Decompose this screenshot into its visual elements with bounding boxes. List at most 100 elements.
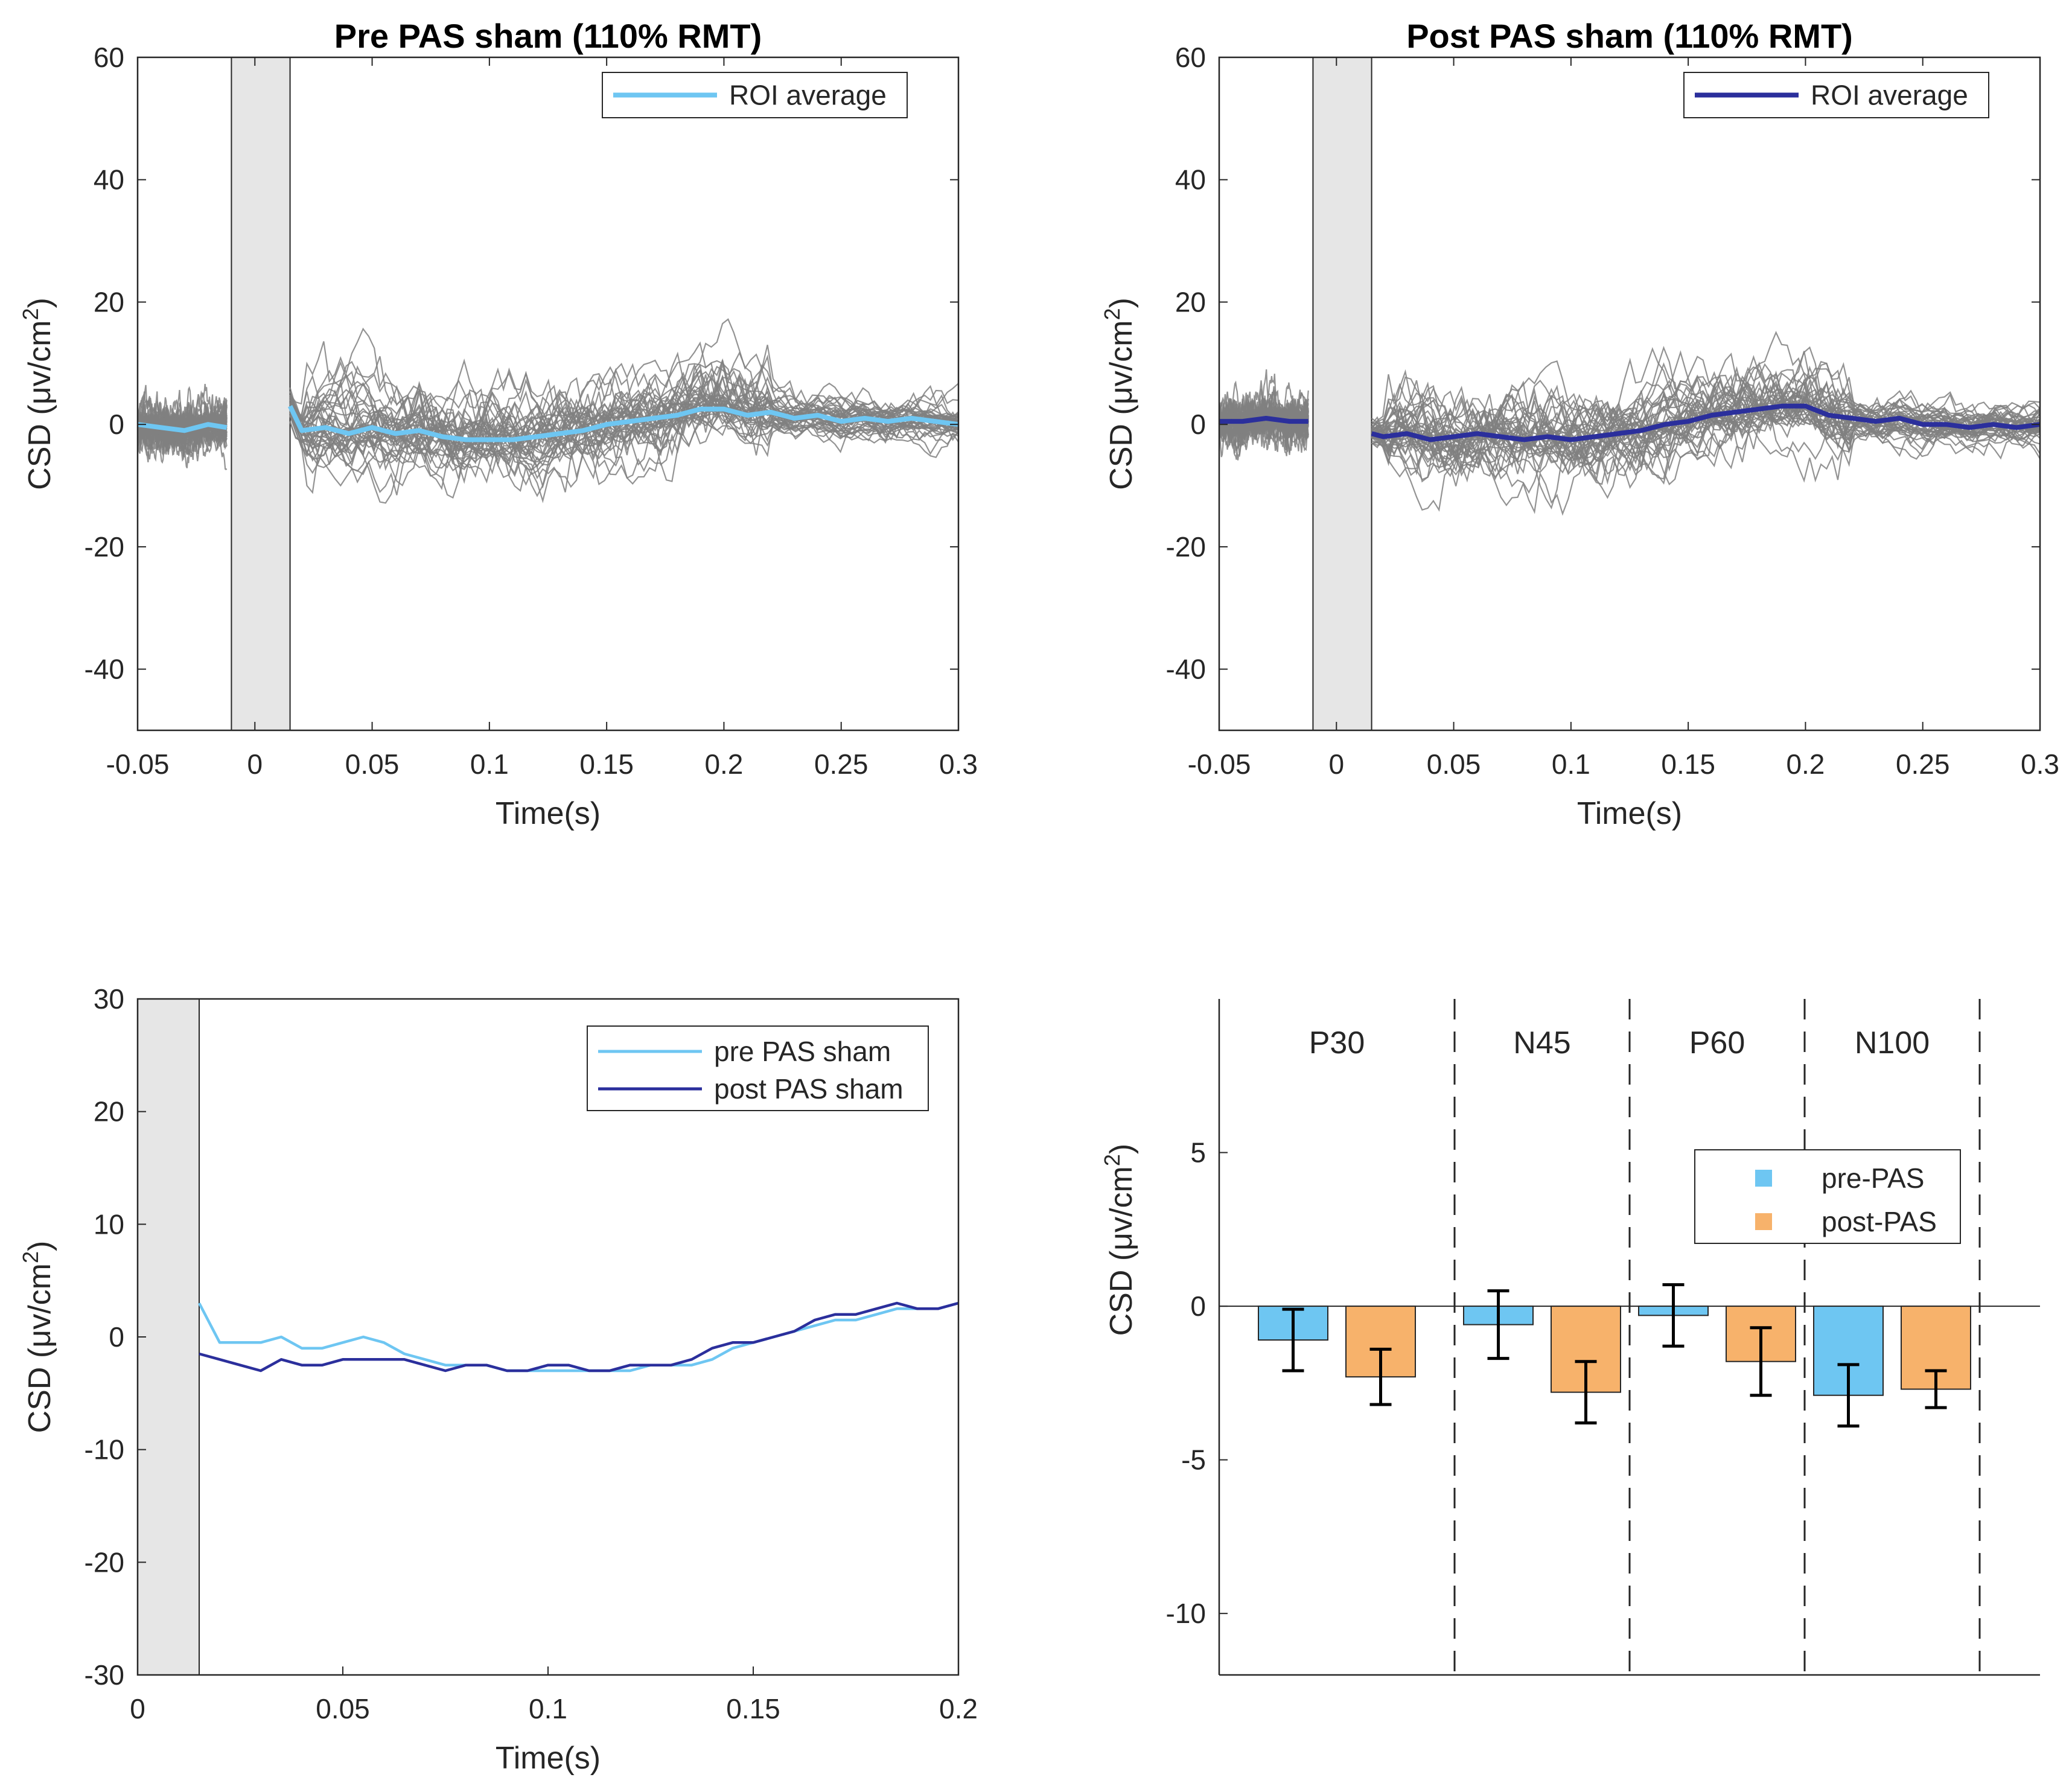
y-tick-label: 20 bbox=[1175, 286, 1206, 317]
legend-label: post-PAS bbox=[1822, 1206, 1937, 1237]
x-axis-label: Time(s) bbox=[496, 796, 601, 831]
component-label: P60 bbox=[1689, 1025, 1745, 1060]
y-tick-label: -20 bbox=[1166, 531, 1206, 563]
y-tick-label: 30 bbox=[94, 983, 124, 1015]
y-axis-label: CSD (μv/cm2) bbox=[18, 1241, 58, 1433]
x-axis-label: Time(s) bbox=[1577, 796, 1682, 831]
legend-swatch bbox=[1755, 1170, 1772, 1187]
y-tick-label: 0 bbox=[109, 409, 124, 440]
legend-box bbox=[1694, 1149, 1961, 1244]
channel-trace bbox=[289, 363, 959, 469]
x-tick-label: 0.15 bbox=[726, 1693, 780, 1724]
x-tick-label: 0.05 bbox=[345, 748, 400, 780]
legend: ROI average bbox=[602, 72, 908, 118]
y-tick-label: -5 bbox=[1181, 1444, 1206, 1476]
y-tick-label: 10 bbox=[94, 1208, 124, 1240]
channel-trace bbox=[1371, 331, 2041, 480]
y-axis-label-superscript: 2 bbox=[18, 1251, 43, 1263]
x-tick-label: 0 bbox=[247, 748, 263, 780]
legend-label: post PAS sham bbox=[714, 1073, 904, 1105]
plot-area bbox=[138, 999, 958, 1675]
x-tick-label: 0.1 bbox=[1552, 748, 1590, 780]
y-tick-label: 60 bbox=[94, 42, 124, 73]
y-tick-label: 40 bbox=[1175, 164, 1206, 196]
y-axis-label-text: CSD (μv/cm bbox=[22, 320, 57, 490]
pre-panel: -0.05 0 0.05 0.1 0.15 0.2 0.25 0.3 -40 -20 0 20 40 60… bbox=[18, 17, 978, 831]
y-axis-label-close: ) bbox=[22, 298, 57, 308]
y-axis-label: CSD (μv/cm2) bbox=[1100, 298, 1140, 490]
legend: pre-PAS post-PAS bbox=[1694, 1149, 1961, 1244]
x-tick-label: 0.25 bbox=[1896, 748, 1950, 780]
post-pas-sham-line bbox=[199, 1301, 959, 1373]
channel-trace bbox=[1218, 369, 1309, 441]
y-tick-label: 40 bbox=[94, 164, 124, 196]
x-tick-label: 0.3 bbox=[939, 748, 978, 780]
y-tick-label: 0 bbox=[109, 1321, 124, 1353]
x-tick-label: 0.25 bbox=[814, 748, 869, 780]
x-tick-label: 0 bbox=[1328, 748, 1344, 780]
y-axis-label: CSD (μv/cm2) bbox=[1100, 1144, 1140, 1336]
legend-label: pre-PAS bbox=[1822, 1162, 1924, 1194]
component-label: N100 bbox=[1855, 1025, 1930, 1060]
legend-label: ROI average bbox=[729, 80, 887, 111]
y-tick-label: -20 bbox=[84, 1546, 124, 1578]
y-tick-label: -40 bbox=[1166, 654, 1206, 685]
compare-panel: 0 0.05 0.1 0.15 0.2 -30 -20 -10 0 10 20 30 Time(s) CS… bbox=[18, 983, 978, 1776]
channel-trace bbox=[289, 351, 959, 459]
channel-trace bbox=[136, 394, 228, 445]
y-axis-label: CSD (μv/cm2) bbox=[18, 298, 58, 490]
channel-trace bbox=[1371, 384, 2041, 435]
legend: pre PAS sham post PAS sham bbox=[587, 1025, 929, 1111]
channel-trace bbox=[289, 389, 959, 477]
component-label: P30 bbox=[1309, 1025, 1365, 1060]
x-tick-label: 0.15 bbox=[1661, 748, 1715, 780]
x-tick-label: -0.05 bbox=[1188, 748, 1251, 780]
x-tick-label: 0.05 bbox=[1427, 748, 1481, 780]
legend-box bbox=[587, 1025, 929, 1111]
y-axis-label-close: ) bbox=[22, 1241, 57, 1251]
y-tick-label: 5 bbox=[1190, 1137, 1206, 1169]
x-tick-label: 0.05 bbox=[316, 1693, 370, 1724]
y-tick-label: 0 bbox=[1190, 409, 1206, 440]
x-tick-label: 0.3 bbox=[2021, 748, 2059, 780]
chart-title: Pre PAS sham (110% RMT) bbox=[334, 17, 762, 55]
y-tick-label: 60 bbox=[1175, 42, 1206, 73]
pre-pas-sham-line bbox=[198, 1301, 959, 1373]
x-tick-label: 0.1 bbox=[470, 748, 509, 780]
x-tick-label: 0.2 bbox=[1786, 748, 1825, 780]
y-axis-label-close: ) bbox=[1104, 1144, 1139, 1154]
y-tick-label: 20 bbox=[94, 286, 124, 317]
y-tick-label: -40 bbox=[84, 654, 124, 685]
y-tick-label: -30 bbox=[84, 1659, 124, 1691]
roi-average-line bbox=[287, 405, 959, 442]
y-axis-label-superscript: 2 bbox=[1100, 1154, 1124, 1166]
y-axis-label-text: CSD (μv/cm bbox=[22, 1263, 57, 1433]
tms-artifact-window bbox=[231, 57, 291, 731]
x-axis-label: Time(s) bbox=[496, 1741, 601, 1776]
x-tick-label: 0.2 bbox=[939, 1693, 978, 1724]
y-axis-label-superscript: 2 bbox=[18, 308, 43, 320]
tms-artifact-window bbox=[137, 998, 200, 1676]
y-tick-label: 0 bbox=[1190, 1290, 1206, 1322]
post-panel: -0.05 0 0.05 0.1 0.15 0.2 0.25 0.3 -40 -20 0 20 40 60… bbox=[1100, 17, 2059, 831]
x-tick-label: 0.1 bbox=[529, 1693, 567, 1724]
legend: ROI average bbox=[1683, 72, 1989, 118]
x-tick-label: 0 bbox=[130, 1693, 145, 1724]
axes-box bbox=[136, 56, 960, 732]
component-label: N45 bbox=[1513, 1025, 1570, 1060]
y-tick-label: -20 bbox=[84, 531, 124, 563]
legend-label: pre PAS sham bbox=[714, 1036, 891, 1067]
y-tick-label: -10 bbox=[84, 1434, 124, 1465]
roi-average-line bbox=[1371, 403, 2041, 442]
y-tick-label: -10 bbox=[1166, 1598, 1206, 1629]
y-axis-label-close: ) bbox=[1104, 298, 1139, 308]
y-axis-label-text: CSD (μv/cm bbox=[1104, 1166, 1139, 1336]
roi-average-line bbox=[137, 422, 228, 433]
x-tick-label: 0.15 bbox=[579, 748, 634, 780]
x-tick-label: -0.05 bbox=[106, 748, 170, 780]
y-axis-label-text: CSD (μv/cm bbox=[1104, 320, 1139, 490]
tms-artifact-window bbox=[1312, 57, 1372, 731]
y-axis-label-superscript: 2 bbox=[1100, 308, 1124, 320]
